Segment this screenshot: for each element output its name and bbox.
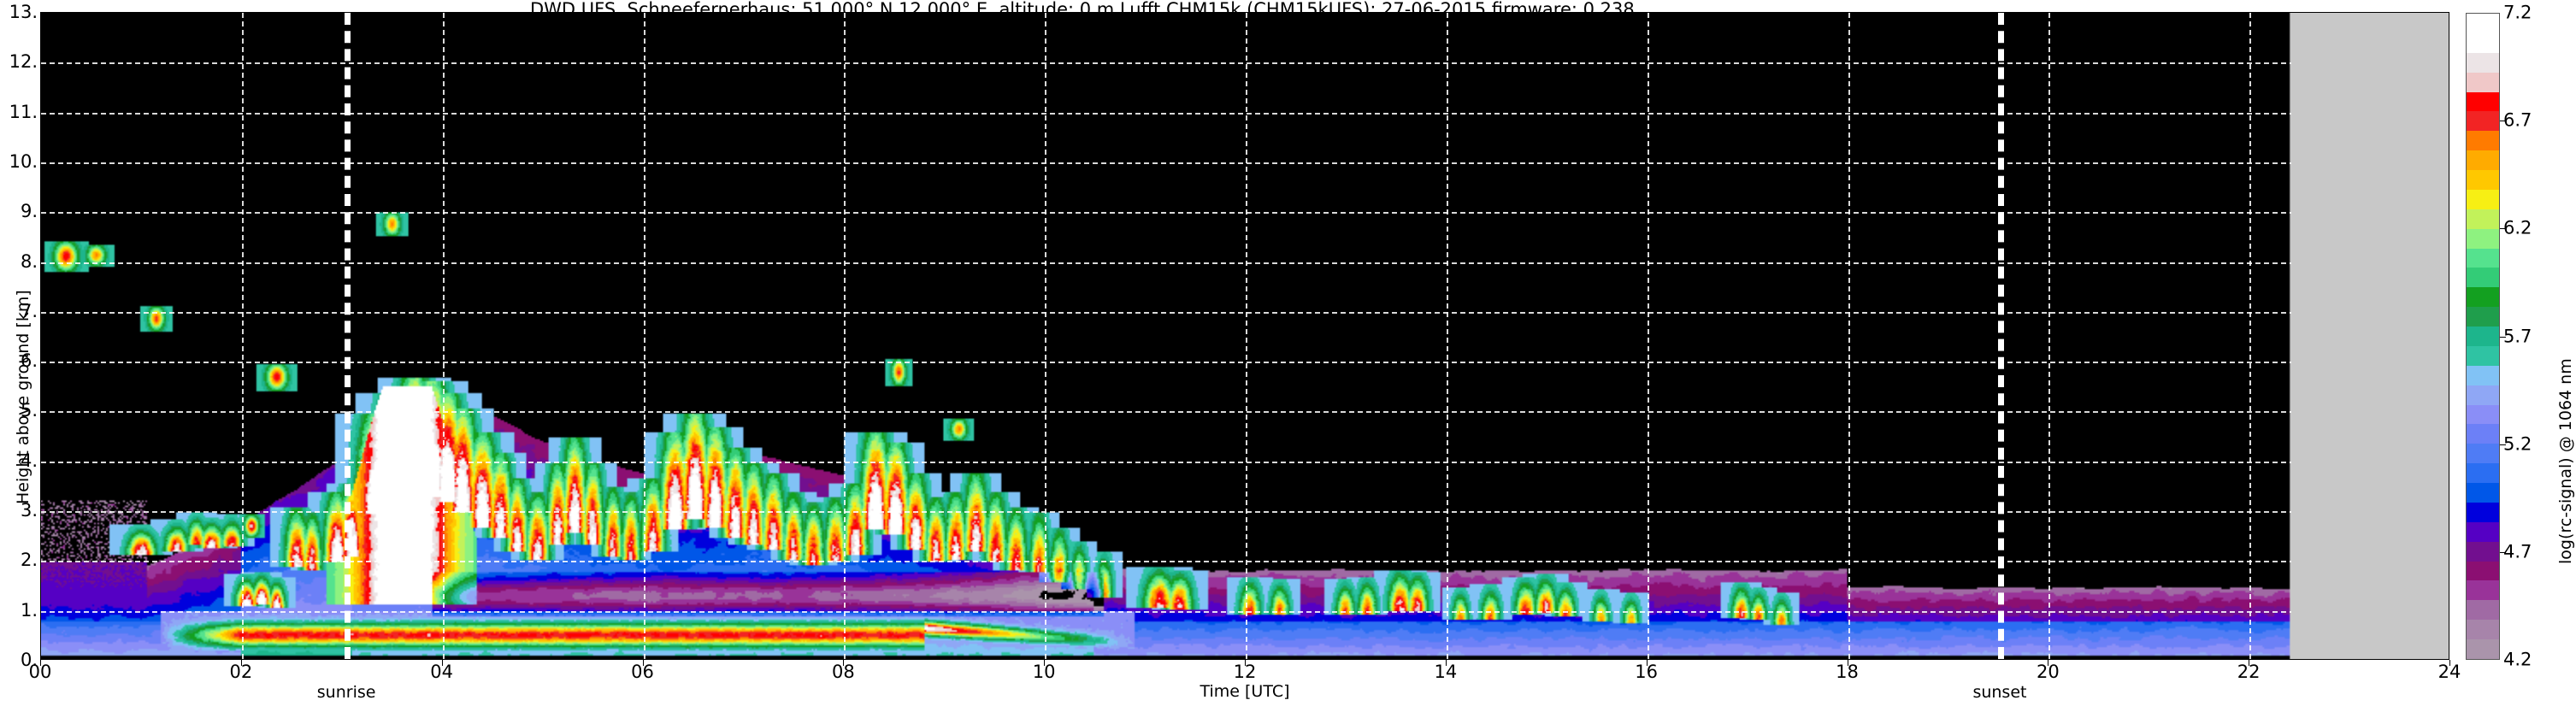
colorbar-segment [2467,541,2499,562]
colorbar-segment [2467,345,2499,366]
colorbar-segment [2467,170,2499,190]
x-axis-tick-mark [642,660,644,666]
colorbar-segment [2467,404,2499,425]
colorbar-tick-label: 4.2 [2503,649,2532,670]
y-axis-label: Height above ground [km] [14,290,32,504]
colorbar-tick-label: 5.7 [2503,326,2532,346]
x-axis-tick-mark [1044,660,1046,666]
colorbar-segment [2467,91,2499,112]
y-axis-tick-label: 2. [20,550,38,571]
colorbar-segment [2467,600,2499,621]
y-axis-tick-label: 8. [20,250,38,272]
colorbar-segment [2467,131,2499,151]
y-axis-tick-label: 13. [9,2,38,22]
y-axis-tick-label: 4. [20,450,38,471]
colorbar-tick-mark [2500,228,2506,230]
no-data-region [2291,13,2449,659]
y-axis-tick-label: 7. [20,300,38,321]
y-axis-tick-label: 12. [9,51,38,73]
x-axis-tick-label: 04 [430,662,454,682]
colorbar-tick-label: 7.2 [2503,2,2532,23]
x-axis-tick-mark [240,660,242,666]
y-axis-tick-label: 6. [20,350,38,372]
colorbar-segment [2467,502,2499,522]
colorbar-segment [2467,287,2499,308]
colorbar-segment [2467,580,2499,601]
backscatter-heatmap-panel [40,12,2449,660]
x-axis-tick-label: 14 [1434,662,1458,682]
x-axis-tick-label: 00 [28,662,52,682]
colorbar-segment [2467,268,2499,288]
x-axis-tick-mark [843,660,845,666]
colorbar-segment [2467,620,2499,639]
x-axis-tick-label: 12 [1233,662,1257,682]
x-axis-tick-mark [441,660,443,666]
x-axis-tick-mark [2449,660,2450,666]
colorbar-segment [2467,444,2499,464]
colorbar-segment [2467,639,2499,659]
colorbar-tick-label: 4.7 [2503,541,2532,562]
colorbar-segment [2467,52,2499,73]
x-axis-tick-label: 20 [2036,662,2060,682]
colorbar-tick-label: 5.2 [2503,433,2532,455]
x-axis-tick-label: 06 [631,662,654,682]
colorbar-segment [2467,424,2499,444]
heatmap-canvas [41,13,2449,659]
x-axis-tick-label: 02 [229,662,253,682]
x-axis-tick-mark [1646,660,1648,666]
x-axis-tick-label: 10 [1032,662,1056,682]
colorbar-segment [2467,111,2499,132]
colorbar-label: log(rc-signal) @ 1064 nm [2556,358,2575,564]
y-axis-tick-label: 11. [9,101,38,122]
x-axis-label: Time [UTC] [1200,682,1290,701]
y-axis-tick-label: 9. [20,201,38,222]
event-label-sunrise: sunrise [316,683,376,702]
colorbar-segment [2467,32,2499,53]
colorbar-segment [2467,365,2499,385]
colorbar-tick-mark [2500,336,2506,338]
colorbar-segment [2467,248,2499,268]
colorbar-segment [2467,189,2499,209]
x-axis-tick-label: 24 [2437,662,2461,682]
colorbar [2466,13,2500,660]
colorbar-segment [2467,228,2499,249]
x-axis-tick-label: 18 [1836,662,1859,682]
x-axis-tick-label: 22 [2237,662,2261,682]
x-axis-tick-mark [40,660,41,666]
y-axis-tick-label: 0. [20,650,38,670]
event-label-sunset: sunset [1972,683,2027,702]
x-axis-tick-mark [1245,660,1246,666]
colorbar-segment [2467,561,2499,581]
y-axis-tick-label: 1. [20,599,38,621]
x-axis-tick-label: 08 [831,662,855,682]
colorbar-tick-label: 6.2 [2503,217,2532,238]
colorbar-segment [2467,72,2499,92]
x-axis-tick-label: 16 [1635,662,1659,682]
y-axis-tick-label: 10. [9,150,38,172]
colorbar-segment [2467,483,2499,503]
colorbar-segment [2467,327,2499,346]
y-axis-tick-label: 5. [20,400,38,421]
y-axis-tick-label: 3. [20,500,38,521]
colorbar-segment [2467,307,2499,327]
colorbar-tick-mark [2500,444,2506,445]
colorbar-segment [2467,209,2499,229]
colorbar-segment [2467,521,2499,542]
colorbar-segment [2467,463,2499,483]
x-axis-tick-mark [1445,660,1447,666]
colorbar-tick-mark [2500,551,2506,553]
colorbar-tick-label: 6.7 [2503,109,2532,131]
colorbar-segment [2467,385,2499,405]
colorbar-segment [2467,14,2499,33]
colorbar-segment [2467,150,2499,170]
